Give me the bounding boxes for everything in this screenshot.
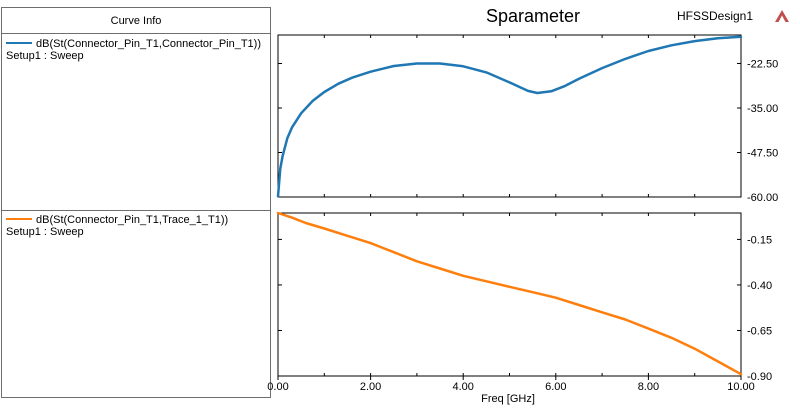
y-tick-label-1-0: -22.50 <box>747 58 778 70</box>
chart-title: Sparameter <box>485 6 581 26</box>
x-tick-label-1: 2.00 <box>360 381 381 393</box>
bottom-plot-frame <box>277 212 742 377</box>
series-line-1[interactable] <box>276 35 743 198</box>
x-tick-label-4: 8.00 <box>638 381 659 393</box>
x-axis-label: Freq [GHz] <box>481 393 535 405</box>
y-tick-label-1-2: -47.50 <box>747 147 778 159</box>
y-tick-label-2-0: -0.15 <box>747 234 772 246</box>
x-tick-label-5: 10.00 <box>727 381 755 393</box>
ansys-logo-icon <box>775 10 789 22</box>
y-tick-label-2-1: -0.40 <box>747 280 772 292</box>
legend-swatch-2 <box>6 218 32 221</box>
y-tick-label-2-3: -0.90 <box>747 371 772 383</box>
legend-entry-1-setup: Setup1 : Sweep <box>6 50 84 62</box>
x-tick-label-0: 0.00 <box>267 381 288 393</box>
curve-info-header: Curve Info <box>2 8 270 34</box>
legend-entry-1-label: dB(St(Connector_Pin_T1,Connector_Pin_T1)… <box>36 38 262 50</box>
y-tick-label-1-1: -35.00 <box>747 103 778 115</box>
y-tick-label-2-2: -0.65 <box>747 325 772 337</box>
design-name: HFSSDesign1 <box>677 9 754 23</box>
legend-entry-2-setup: Setup1 : Sweep <box>6 226 84 238</box>
curve-info-panel: Curve Info dB(St(Connector_Pin_T1,Connec… <box>1 7 271 398</box>
x-tick-label-2: 4.00 <box>452 381 473 393</box>
legend-entry-2-label: dB(St(Connector_Pin_T1,Trace_1_T1)) <box>36 214 229 226</box>
x-tick-label-3: 6.00 <box>545 381 566 393</box>
legend-entry-2[interactable]: dB(St(Connector_Pin_T1,Trace_1_T1)) Setu… <box>6 214 228 239</box>
legend-divider <box>2 210 270 211</box>
top-plot-frame <box>277 34 742 198</box>
y-tick-label-1-3: -60.00 <box>747 192 778 204</box>
series-line-2[interactable] <box>276 211 743 376</box>
legend-swatch-1 <box>6 42 32 45</box>
legend-entry-1[interactable]: dB(St(Connector_Pin_T1,Connector_Pin_T1)… <box>6 38 261 63</box>
